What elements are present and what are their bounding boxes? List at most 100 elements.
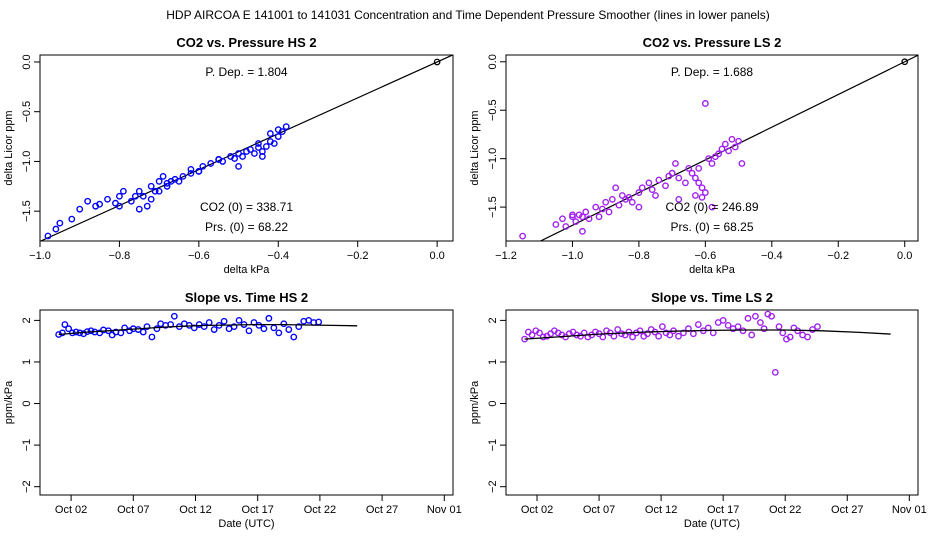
y-tick-label: −1.5	[487, 196, 499, 218]
data-point	[685, 164, 693, 172]
x-tick-label: −1.0	[29, 250, 51, 262]
y-tick-label: −1	[21, 439, 33, 452]
y-tick-label: −1.0	[21, 151, 33, 173]
data-point	[756, 319, 764, 326]
data-point	[725, 147, 733, 155]
y-tick-label: 0.0	[487, 54, 499, 69]
data-point	[295, 323, 303, 331]
x-tick-label: 0.0	[897, 250, 912, 262]
x-tick-label: Oct 27	[366, 504, 398, 516]
data-point	[87, 327, 95, 335]
data-point	[599, 333, 607, 341]
x-tick-label: Oct 02	[521, 504, 553, 516]
data-point	[245, 327, 253, 335]
data-point	[602, 198, 610, 206]
x-tick-label: Oct 22	[304, 504, 336, 516]
data-point	[579, 227, 586, 235]
data-point	[731, 143, 739, 151]
y-tick-label: −0.5	[487, 99, 499, 121]
x-tick-label: −0.2	[347, 250, 369, 262]
data-point	[708, 203, 716, 211]
y-tick-label: −2	[487, 480, 499, 493]
y-axis-label: ppm/kPa	[469, 380, 481, 424]
chart-panel-p1: CO2 vs. Pressure HS 2 −1.0 −0.8 −0.6 −0.4 −0.…	[3, 35, 454, 276]
data-point	[610, 332, 618, 340]
data-point	[44, 232, 52, 240]
data-point	[595, 213, 603, 221]
data-point	[675, 195, 683, 203]
data-point	[605, 208, 613, 216]
data-point	[135, 205, 143, 213]
data-point	[155, 187, 163, 195]
reference-point	[901, 58, 909, 66]
plot-frame	[39, 309, 454, 496]
data-point	[739, 327, 747, 335]
fit-line	[40, 55, 453, 241]
y-tick-label: 0.0	[21, 54, 33, 69]
data-point	[210, 326, 218, 333]
data-point	[675, 332, 682, 340]
data-point	[96, 200, 103, 208]
chart-panel-p2: CO2 vs. Pressure LS 2 −1.2 −1.0 −0.8 −0.6 −0.…	[469, 35, 919, 276]
reference-point	[433, 58, 441, 66]
data-point	[728, 135, 736, 143]
data-point	[715, 150, 723, 158]
co2-zero-annotation: CO2 (0) = 338.71	[200, 200, 293, 214]
data-point	[68, 215, 76, 223]
data-point	[760, 325, 768, 333]
data-point	[612, 184, 620, 192]
y-axis-label: delta Licor ppm	[3, 110, 15, 185]
data-point	[635, 189, 643, 196]
smoother-line	[524, 329, 891, 340]
data-point	[239, 153, 246, 160]
y-axis-label: delta Licor ppm	[469, 110, 481, 185]
data-point	[809, 326, 816, 333]
x-tick-label: Oct 17	[241, 504, 273, 516]
x-tick-label: Oct 02	[55, 504, 87, 516]
data-point	[644, 330, 651, 338]
data-point	[220, 317, 228, 325]
data-layer	[521, 310, 891, 376]
data-layer	[55, 312, 358, 341]
data-point	[247, 146, 254, 153]
data-point	[274, 133, 282, 140]
data-point	[139, 192, 147, 200]
data-point	[628, 198, 636, 206]
data-point	[255, 321, 263, 329]
data-point	[655, 332, 663, 340]
data-point	[701, 100, 709, 107]
data-point	[159, 172, 167, 180]
data-point	[65, 325, 73, 333]
y-tick-label: −0.5	[21, 101, 33, 123]
data-point	[768, 312, 775, 320]
data-point	[187, 165, 195, 173]
data-point	[285, 326, 293, 333]
data-point	[625, 194, 633, 201]
data-point	[592, 203, 600, 211]
x-tick-label: Oct 07	[117, 504, 149, 516]
x-tick-label: −1.0	[562, 250, 584, 262]
data-point	[76, 205, 84, 213]
y-tick-label: −2	[21, 480, 33, 493]
data-point	[116, 192, 123, 200]
data-point	[148, 333, 156, 341]
data-point	[744, 314, 752, 322]
x-tick-label: Oct 07	[583, 504, 615, 516]
data-point	[230, 323, 238, 331]
data-point	[652, 192, 659, 199]
data-point	[52, 225, 60, 233]
data-point	[629, 333, 636, 341]
data-point	[695, 164, 703, 172]
data-point	[577, 332, 584, 340]
smoother-line	[58, 323, 358, 336]
y-tick-label: 1	[487, 359, 499, 365]
data-point	[608, 195, 616, 203]
y-tick-label: −1	[487, 439, 499, 452]
data-point	[582, 208, 590, 216]
y-tick-label: −1.5	[21, 200, 33, 222]
x-tick-label: −0.6	[188, 250, 210, 262]
data-point	[262, 143, 270, 150]
data-point	[705, 155, 713, 163]
data-point	[135, 187, 143, 195]
